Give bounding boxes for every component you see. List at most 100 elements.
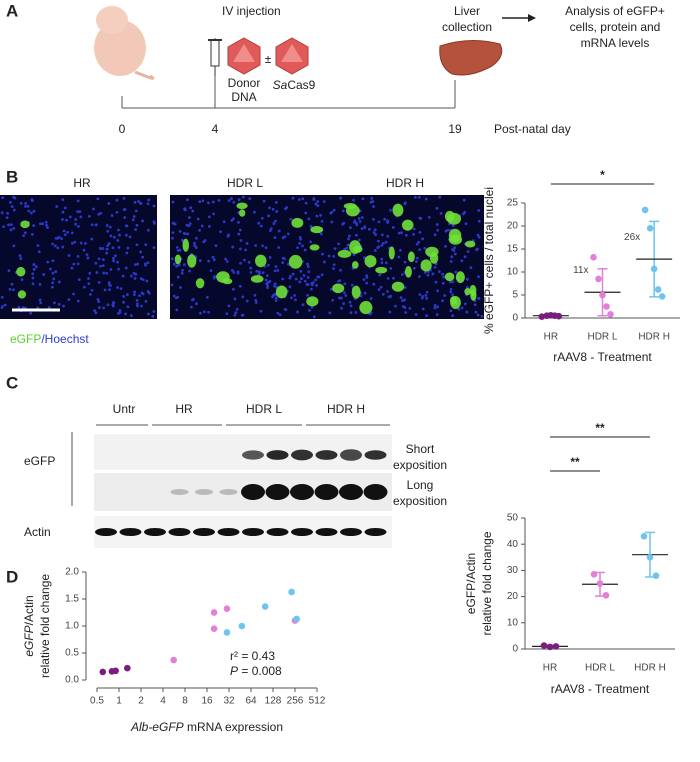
nucleus	[425, 290, 429, 294]
egfp-cell	[174, 254, 182, 265]
nucleus	[193, 244, 197, 248]
panel-label: B	[6, 167, 18, 186]
day-label: 0	[119, 122, 126, 136]
significance-label: **	[570, 455, 580, 469]
nucleus	[276, 269, 280, 272]
nucleus	[107, 202, 111, 205]
nucleus	[341, 209, 345, 213]
nucleus	[276, 311, 280, 315]
y-tick-label: 0.0	[65, 675, 79, 686]
nucleus	[136, 262, 140, 266]
nucleus	[235, 308, 239, 311]
nucleus	[12, 288, 15, 292]
nucleus	[137, 200, 141, 203]
nucleus	[232, 270, 236, 274]
nucleus	[190, 305, 193, 309]
nucleus	[63, 233, 67, 237]
nucleus	[418, 293, 422, 296]
y-tick-label: 0.5	[65, 648, 79, 659]
band	[266, 528, 289, 536]
nucleus	[424, 197, 428, 201]
egfp-cell	[388, 246, 395, 260]
nucleus	[90, 237, 94, 241]
nucleus	[386, 234, 390, 238]
nucleus	[67, 298, 71, 301]
nucleus	[274, 219, 277, 223]
nucleus	[29, 211, 33, 215]
panel-label: D	[6, 567, 18, 586]
nucleus	[170, 257, 174, 261]
data-point	[546, 643, 554, 651]
nucleus	[341, 222, 345, 226]
y-tick-label: 50	[507, 513, 519, 524]
nucleus	[138, 294, 141, 298]
nucleus	[209, 269, 213, 273]
data-point	[552, 643, 560, 650]
nucleus	[386, 219, 389, 223]
band	[291, 528, 313, 536]
nucleus	[272, 222, 276, 225]
nucleus	[125, 251, 129, 255]
nucleus	[141, 255, 145, 259]
nucleus	[298, 198, 301, 201]
nucleus	[384, 261, 388, 265]
nucleus	[24, 201, 28, 205]
nucleus	[31, 276, 35, 280]
nucleus	[268, 256, 272, 259]
nucleus	[257, 221, 261, 225]
egfp-cell	[464, 240, 476, 248]
nucleus	[354, 233, 358, 237]
nucleus	[99, 211, 103, 215]
nucleus	[454, 270, 458, 274]
lane-group-lines	[71, 424, 390, 506]
nucleus	[386, 290, 389, 293]
nucleus	[346, 243, 350, 247]
nucleus	[1, 196, 5, 200]
nucleus	[383, 217, 387, 221]
nucleus	[347, 237, 350, 241]
nucleus	[415, 256, 419, 260]
nucleus	[309, 224, 313, 228]
nucleus	[54, 270, 58, 273]
exposure-label: Long	[407, 478, 434, 492]
nucleus	[135, 298, 139, 302]
nucleus	[231, 245, 235, 249]
nucleus	[319, 214, 322, 217]
nucleus	[340, 306, 343, 310]
nucleus	[288, 285, 292, 289]
nucleus	[477, 296, 481, 300]
nucleus	[391, 226, 395, 229]
nucleus	[5, 216, 9, 220]
band	[340, 449, 362, 461]
x-tick-label: 128	[265, 696, 282, 707]
nucleus	[306, 265, 310, 268]
liver-icon	[439, 40, 503, 76]
data-point	[640, 533, 648, 540]
nucleus	[76, 199, 80, 203]
band	[242, 528, 264, 536]
nucleus	[310, 283, 314, 287]
nucleus	[240, 313, 244, 317]
nucleus	[198, 259, 202, 262]
nucleus	[126, 246, 130, 250]
nucleus	[112, 259, 115, 263]
nucleus	[97, 300, 101, 304]
nucleus	[343, 282, 347, 286]
band	[291, 449, 313, 461]
nucleus	[306, 293, 310, 297]
nucleus	[198, 228, 201, 232]
nucleus	[312, 315, 316, 319]
analysis-label: cells, protein and	[570, 20, 661, 34]
nucleus	[462, 212, 465, 216]
nucleus	[88, 293, 92, 296]
egfp-cell	[401, 219, 414, 231]
nucleus	[222, 220, 226, 224]
nucleus	[51, 242, 54, 246]
nucleus	[96, 298, 100, 301]
egfp-cell	[448, 228, 462, 243]
nucleus	[260, 216, 264, 220]
arrow-head	[528, 14, 536, 22]
nucleus	[355, 223, 359, 227]
nucleus	[425, 296, 429, 300]
nucleus	[299, 277, 303, 280]
